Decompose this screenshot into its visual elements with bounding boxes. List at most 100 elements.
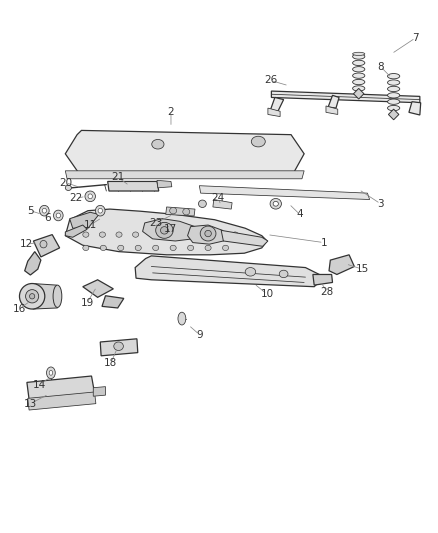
Text: 14: 14 (32, 379, 46, 390)
Text: 5: 5 (27, 206, 34, 216)
Ellipse shape (83, 232, 89, 237)
Ellipse shape (205, 245, 211, 251)
Ellipse shape (83, 245, 89, 251)
Ellipse shape (152, 245, 159, 251)
Polygon shape (187, 225, 228, 244)
Polygon shape (157, 180, 172, 188)
Ellipse shape (40, 240, 47, 248)
Ellipse shape (251, 136, 265, 147)
Ellipse shape (116, 232, 122, 237)
Ellipse shape (198, 200, 206, 207)
Ellipse shape (95, 205, 105, 216)
Text: 9: 9 (196, 329, 203, 340)
Polygon shape (328, 95, 339, 108)
Polygon shape (25, 252, 41, 275)
Text: 4: 4 (297, 209, 303, 220)
Text: 22: 22 (69, 193, 82, 204)
Ellipse shape (85, 191, 95, 201)
Polygon shape (102, 296, 124, 308)
Text: 11: 11 (84, 220, 97, 230)
Polygon shape (313, 274, 332, 285)
Polygon shape (271, 98, 284, 111)
Ellipse shape (215, 232, 222, 237)
Polygon shape (28, 392, 96, 410)
Ellipse shape (49, 370, 53, 375)
Ellipse shape (270, 198, 282, 209)
Ellipse shape (170, 245, 176, 251)
Ellipse shape (99, 232, 106, 237)
Ellipse shape (19, 284, 45, 309)
Ellipse shape (353, 79, 365, 85)
Ellipse shape (133, 232, 139, 237)
Ellipse shape (245, 268, 256, 276)
Ellipse shape (65, 185, 71, 190)
Polygon shape (65, 131, 304, 175)
Ellipse shape (29, 294, 35, 299)
Text: 18: 18 (104, 358, 117, 368)
Ellipse shape (114, 342, 124, 351)
Polygon shape (166, 207, 195, 216)
Polygon shape (65, 209, 267, 255)
Ellipse shape (388, 86, 400, 92)
Ellipse shape (160, 227, 168, 234)
Polygon shape (135, 256, 325, 287)
Polygon shape (65, 171, 304, 179)
Polygon shape (329, 255, 354, 274)
Ellipse shape (56, 213, 60, 218)
Text: 8: 8 (377, 62, 384, 71)
Text: 1: 1 (321, 238, 327, 247)
Ellipse shape (53, 285, 62, 308)
Polygon shape (326, 106, 338, 115)
Polygon shape (353, 88, 364, 99)
Text: 17: 17 (163, 224, 177, 235)
Ellipse shape (98, 208, 102, 213)
Ellipse shape (152, 140, 164, 149)
Text: 15: 15 (356, 264, 369, 274)
Text: 10: 10 (261, 289, 274, 299)
Text: 13: 13 (24, 399, 37, 409)
Polygon shape (70, 212, 99, 228)
Text: 3: 3 (377, 199, 384, 209)
Polygon shape (272, 91, 420, 103)
Ellipse shape (46, 367, 55, 378)
Ellipse shape (155, 222, 173, 238)
Polygon shape (93, 386, 106, 396)
Ellipse shape (187, 245, 194, 251)
Text: 26: 26 (264, 76, 277, 85)
Ellipse shape (182, 232, 188, 237)
Ellipse shape (149, 232, 155, 237)
Text: 21: 21 (111, 172, 124, 182)
Ellipse shape (200, 226, 216, 241)
Polygon shape (108, 181, 159, 191)
Ellipse shape (388, 93, 400, 98)
Text: 28: 28 (321, 287, 334, 297)
Text: 6: 6 (45, 213, 51, 223)
Ellipse shape (273, 201, 279, 206)
Ellipse shape (353, 54, 365, 59)
Polygon shape (83, 280, 113, 297)
Ellipse shape (388, 80, 400, 85)
Ellipse shape (279, 270, 288, 278)
Ellipse shape (388, 99, 400, 104)
Text: 24: 24 (212, 193, 225, 204)
Text: 2: 2 (168, 107, 174, 117)
Ellipse shape (353, 73, 365, 78)
Polygon shape (213, 199, 232, 209)
Ellipse shape (388, 74, 400, 79)
Ellipse shape (388, 106, 400, 111)
Ellipse shape (353, 52, 365, 55)
Ellipse shape (232, 232, 238, 237)
Text: 7: 7 (412, 33, 419, 43)
Text: 23: 23 (149, 218, 162, 228)
Ellipse shape (39, 205, 49, 216)
Polygon shape (65, 225, 87, 237)
Polygon shape (268, 108, 280, 117)
Ellipse shape (88, 194, 92, 199)
Ellipse shape (199, 232, 205, 237)
Ellipse shape (118, 245, 124, 251)
Ellipse shape (135, 245, 141, 251)
Text: 16: 16 (12, 304, 26, 314)
Ellipse shape (205, 230, 212, 237)
Text: 19: 19 (81, 297, 94, 308)
Polygon shape (389, 109, 399, 120)
